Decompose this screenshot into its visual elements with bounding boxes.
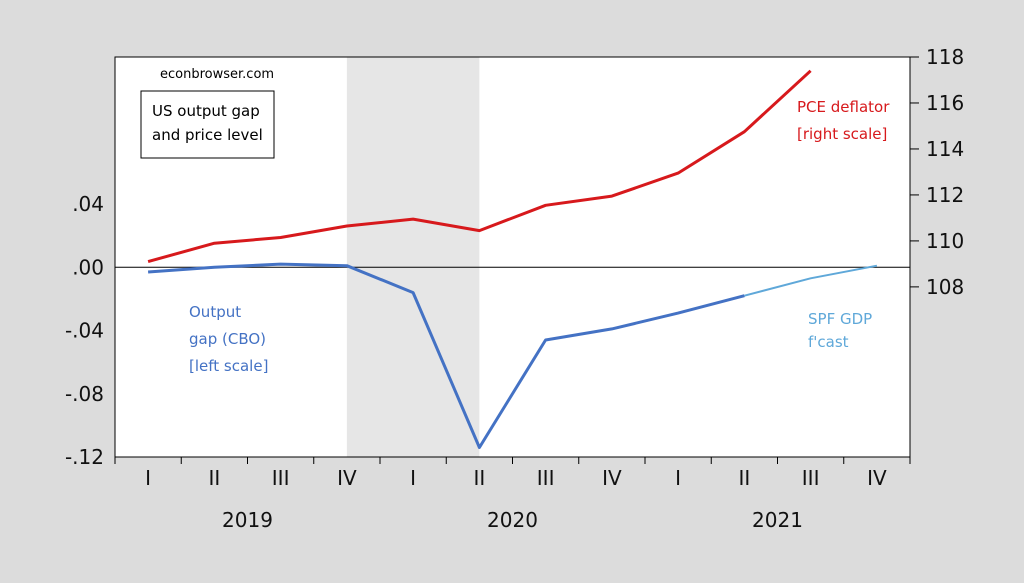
quarter-label: IV: [337, 466, 357, 490]
series-label-pce_deflator: [right scale]: [797, 125, 887, 143]
series-label-output_gap: Output: [189, 303, 241, 321]
year-label: 2020: [487, 508, 538, 532]
quarter-label: III: [272, 466, 290, 490]
right-tick-label: 118: [926, 45, 964, 69]
series-label-output_gap: [left scale]: [189, 357, 268, 375]
quarter-label: I: [410, 466, 416, 490]
title-box: [140, 90, 275, 159]
year-label: 2021: [752, 508, 803, 532]
title-box-line: US output gap: [152, 102, 260, 120]
right-tick-label: 108: [926, 275, 964, 299]
series-line-spf_gdp_fcast: [744, 264, 878, 297]
quarter-label: IV: [867, 466, 887, 490]
left-tick-label: -.12: [65, 445, 104, 469]
left-tick-label: .00: [72, 255, 104, 279]
quarter-label: III: [802, 466, 820, 490]
source-label: econbrowser.com: [160, 67, 274, 82]
series-label-output_gap: gap (CBO): [189, 330, 266, 348]
quarter-label: II: [473, 466, 485, 490]
recession-shade: [346, 57, 480, 457]
quarter-label: I: [145, 466, 151, 490]
series-line-pce_deflator: [147, 69, 812, 264]
right-tick-label: 112: [926, 183, 964, 207]
right-tick-label: 114: [926, 137, 964, 161]
series-label-spf_gdp_fcast: f'cast: [808, 333, 849, 351]
left-tick-label: -.08: [65, 382, 104, 406]
title-box-line: and price level: [152, 126, 263, 144]
left-tick-label: -.04: [65, 319, 104, 343]
quarter-label: I: [675, 466, 681, 490]
quarter-label: III: [537, 466, 555, 490]
series-label-spf_gdp_fcast: SPF GDP: [808, 310, 872, 328]
quarter-label: II: [208, 466, 220, 490]
quarter-label: IV: [602, 466, 622, 490]
series-line-output_gap: [147, 262, 745, 449]
year-label: 2019: [222, 508, 273, 532]
quarter-label: II: [738, 466, 750, 490]
right-tick-label: 110: [926, 229, 964, 253]
series-label-pce_deflator: PCE deflator: [797, 98, 890, 116]
right-tick-label: 116: [926, 91, 964, 115]
left-tick-label: .04: [72, 192, 104, 216]
